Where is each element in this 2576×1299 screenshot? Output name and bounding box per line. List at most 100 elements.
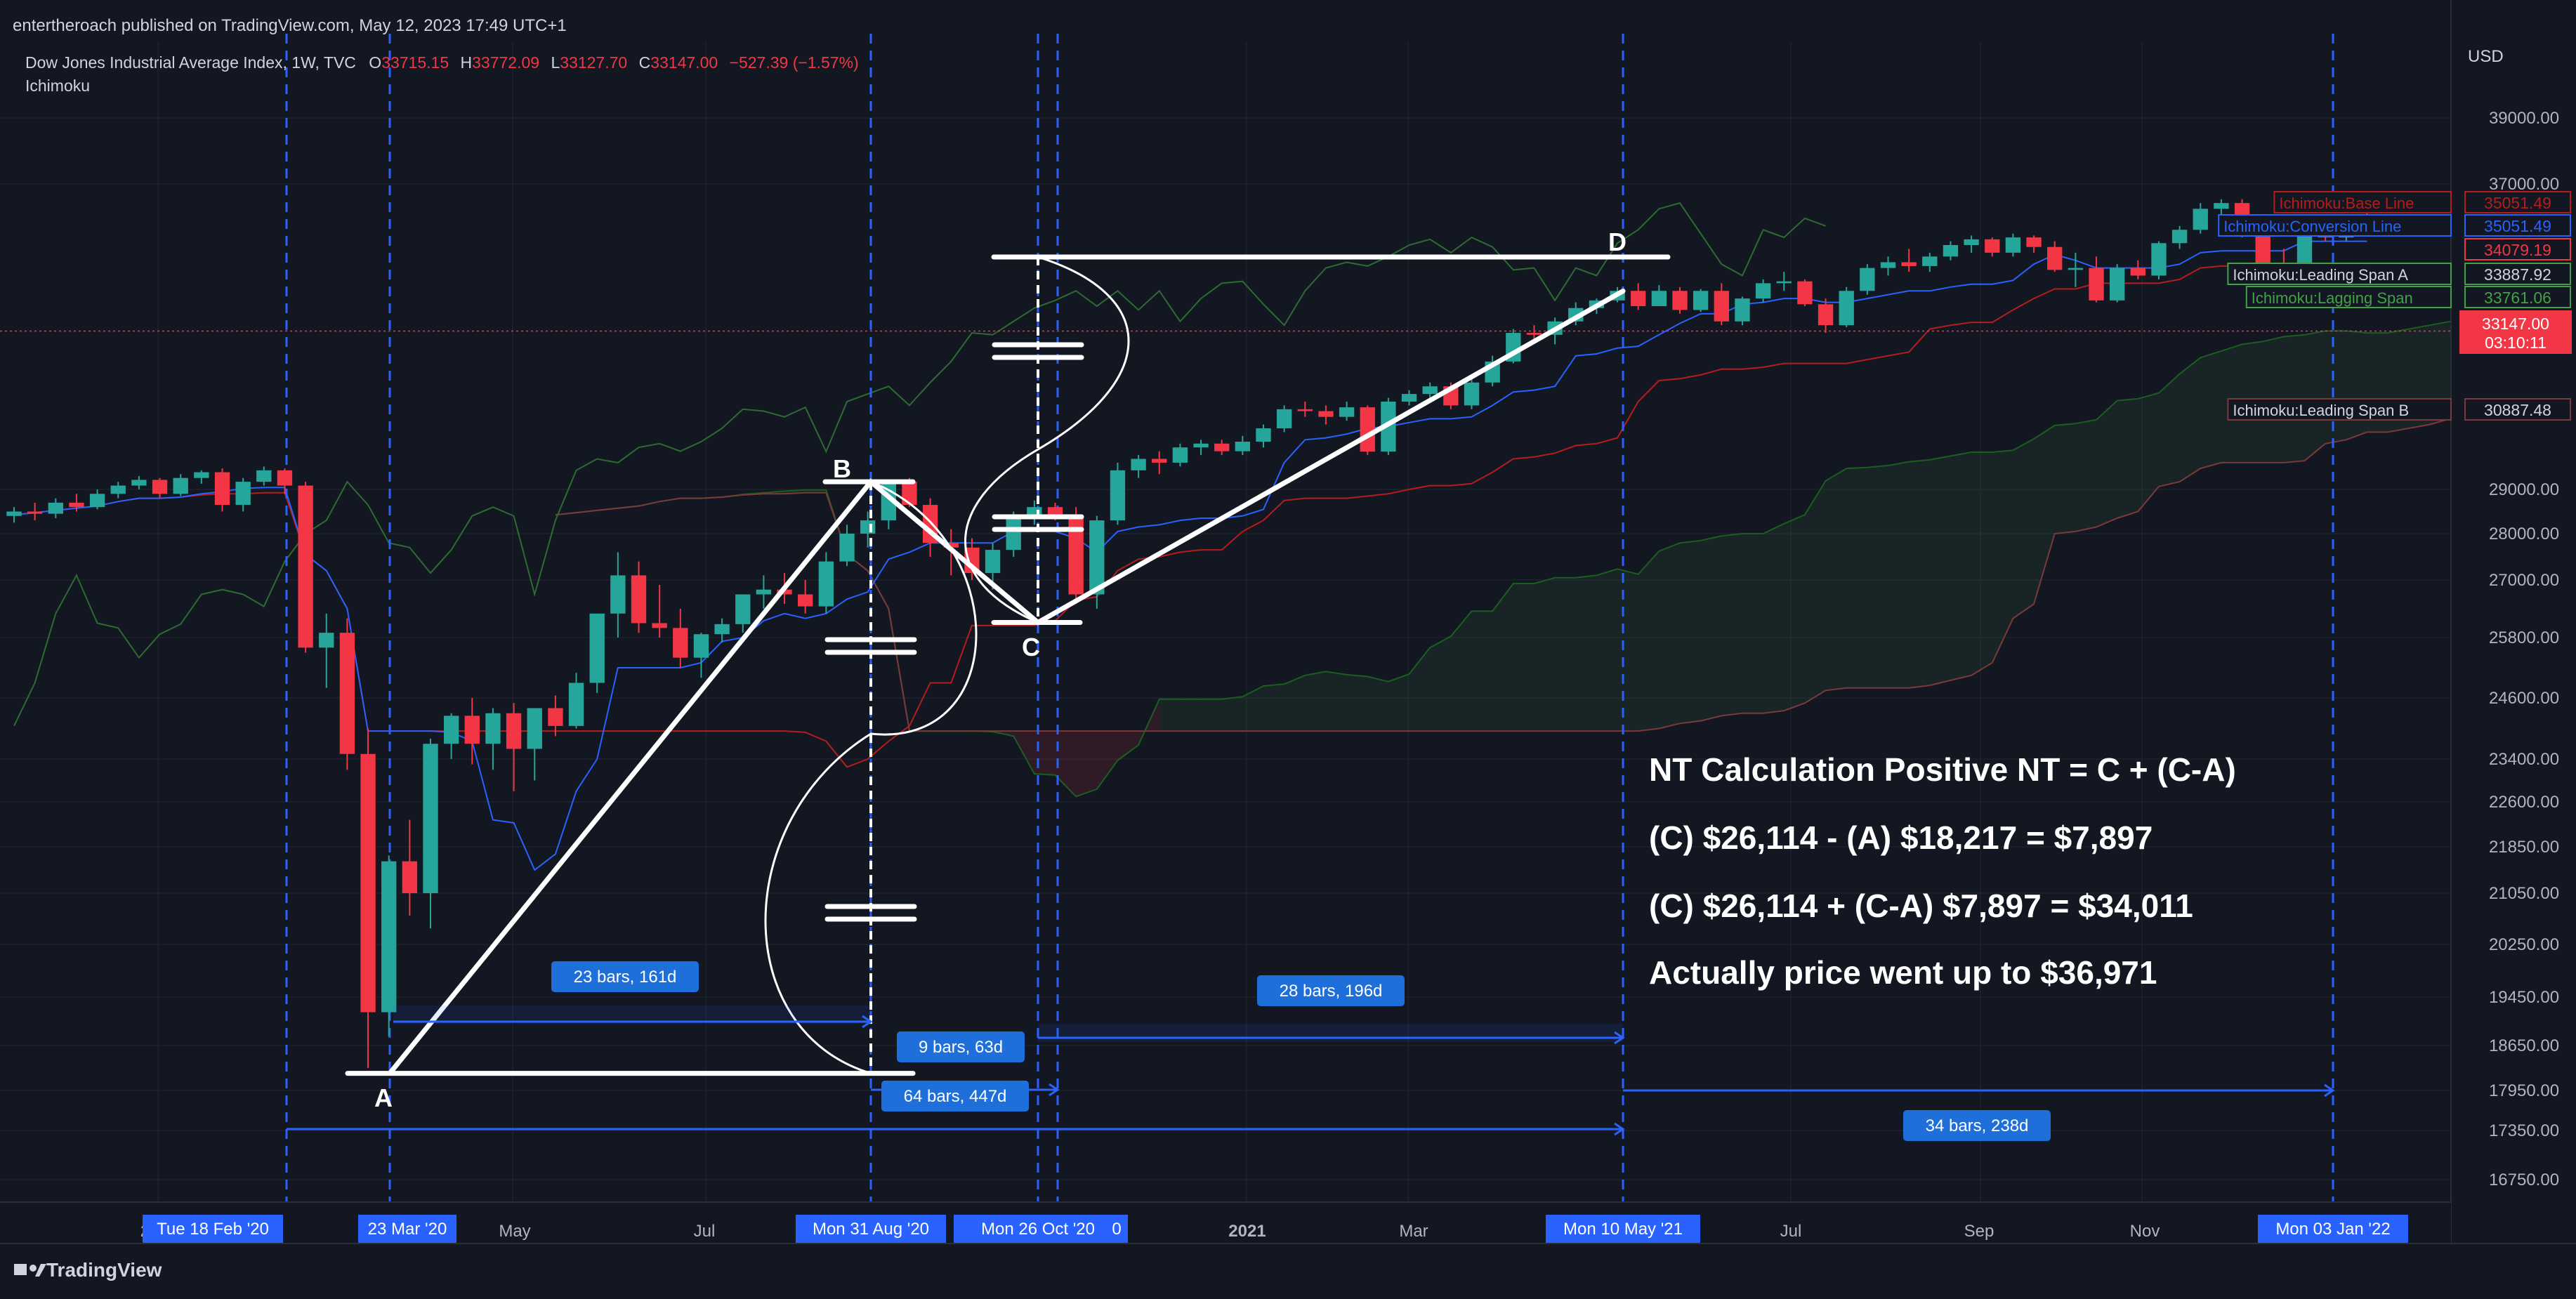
cloud-segment xyxy=(2117,398,2138,518)
cloud-segment xyxy=(2013,438,2035,619)
cloud-segment xyxy=(1284,675,1306,732)
indicator-price-labels: Ichimoku:Base Line 35051.49 Ichimoku:Conve… xyxy=(2218,191,2572,421)
candle xyxy=(2109,264,2125,303)
nt-calculation-note[interactable]: NT Calculation Positive NT = C + (C-A) (… xyxy=(1649,751,2236,991)
cloud-segment xyxy=(1513,583,1535,732)
cloud-segment xyxy=(1346,674,1368,732)
cloud-segment xyxy=(2158,374,2180,487)
candle xyxy=(381,855,397,1037)
cloud-segment xyxy=(1096,731,1118,789)
price-tick-8: 22600.00 xyxy=(2489,793,2559,812)
candle xyxy=(1693,289,1709,312)
candle xyxy=(1422,382,1438,398)
price-tick-15: 37000.00 xyxy=(2489,175,2559,194)
candle xyxy=(1964,235,1979,253)
price-tick-2: 17950.00 xyxy=(2489,1081,2559,1100)
svg-text:34079.19: 34079.19 xyxy=(2484,241,2551,259)
cloud-segment xyxy=(1804,480,1826,704)
time-marker-3: Mon 26 Oct '20 xyxy=(954,1215,1122,1243)
svg-text:Mon 31 Aug '20: Mon 31 Aug '20 xyxy=(813,1220,929,1239)
candle xyxy=(194,470,209,484)
svg-text:Mon 26 Oct '20: Mon 26 Oct '20 xyxy=(981,1220,1095,1239)
cloud-segment xyxy=(2179,357,2201,482)
candle xyxy=(1256,424,1271,448)
cloud-segment xyxy=(1721,534,1742,716)
currency-label: USD xyxy=(2468,47,2504,66)
cloud-segment xyxy=(1388,673,1409,732)
candle xyxy=(1860,264,1875,295)
time-marker-4: 0 xyxy=(1105,1215,1128,1243)
candle xyxy=(339,618,355,770)
cloud-segment xyxy=(1909,459,1930,688)
candle xyxy=(1880,256,1896,276)
candle xyxy=(1631,283,1646,310)
time-tick-2: Jul xyxy=(694,1222,716,1241)
candle xyxy=(673,609,688,668)
svg-text:33147.00: 33147.00 xyxy=(2482,315,2549,333)
candle xyxy=(402,819,418,916)
cloud-segment xyxy=(2138,393,2159,512)
candle xyxy=(173,474,188,496)
cycle-curve-1 xyxy=(764,480,978,1075)
legend-row[interactable]: Dow Jones Industrial Average Index, 1W, … xyxy=(25,53,859,72)
pattern-drawings[interactable] xyxy=(345,254,1671,1076)
candle xyxy=(214,468,230,512)
candle xyxy=(1735,296,1750,326)
candle xyxy=(131,475,147,489)
candle xyxy=(1985,237,2000,257)
indicator-label-3: Ichimoku:Leading Span A 33887.92 xyxy=(2227,263,2571,285)
candle xyxy=(1297,401,1313,417)
svg-text:Ichimoku:Leading Span B: Ichimoku:Leading Span B xyxy=(2233,402,2409,419)
candle xyxy=(1339,401,1355,421)
time-tick-3: 2021 xyxy=(1228,1222,1266,1241)
date-range-measures[interactable]: 23 bars, 161d 9 bars, 63d 64 bars, 447d 28 … xyxy=(287,961,2335,1141)
cloud-segment xyxy=(1471,611,1493,732)
candle xyxy=(1276,405,1292,433)
indicator-label-5: Ichimoku:Leading Span B 30887.48 xyxy=(2227,398,2571,421)
cloud-segment xyxy=(2325,331,2346,444)
indicator-legend[interactable]: Ichimoku xyxy=(25,77,90,95)
candle xyxy=(798,580,813,614)
time-marker-0: Tue 18 Feb '20 xyxy=(143,1215,283,1243)
candle xyxy=(256,466,272,486)
price-axis-ticks: 16750.00 17350.00 17950.00 18650.00 19450.00… xyxy=(2489,109,2559,1189)
svg-text:23 bars, 161d: 23 bars, 161d xyxy=(574,968,677,987)
candle xyxy=(235,477,251,512)
price-tick-13: 28000.00 xyxy=(2489,525,2559,543)
svg-text:Ichimoku:Conversion Line: Ichimoku:Conversion Line xyxy=(2223,218,2401,235)
cloud-segment xyxy=(1242,685,1263,732)
cloud-segment xyxy=(1305,671,1326,732)
svg-text:33761.06: 33761.06 xyxy=(2484,289,2551,307)
candle xyxy=(443,713,459,759)
range-label-28-bars: 28 bars, 196d xyxy=(1257,975,1405,1006)
candle xyxy=(1943,241,1959,261)
cloud-segment xyxy=(1034,731,1056,775)
cloud-segment xyxy=(1325,671,1347,732)
indicator-label-0: Ichimoku:Base Line 35051.49 xyxy=(2273,191,2571,213)
tradingview-logo-icon[interactable] xyxy=(14,1264,46,1277)
conversion-line xyxy=(13,240,2367,871)
symbol-legend: Dow Jones Industrial Average Index, 1W, … xyxy=(25,53,859,72)
cloud-segment xyxy=(1742,534,1763,713)
point-d-label: D xyxy=(1608,228,1627,256)
range-shade-cd xyxy=(1038,1024,1623,1042)
candle xyxy=(319,613,334,688)
range-arrow-total-head xyxy=(1614,1122,1625,1136)
price-tick-11: 25800.00 xyxy=(2489,628,2559,647)
range-label-64-bars: 64 bars, 447d xyxy=(881,1081,1029,1112)
candle xyxy=(714,618,730,643)
cloud-segment xyxy=(1180,699,1202,732)
price-tick-9: 23400.00 xyxy=(2489,750,2559,769)
candle xyxy=(527,708,542,781)
candle xyxy=(568,673,584,729)
cloud-segment xyxy=(2346,331,2367,440)
time-marker-1: 23 Mar '20 xyxy=(358,1215,456,1243)
time-marker-6: Mon 03 Jan '22 xyxy=(2258,1215,2408,1243)
point-a-label: A xyxy=(374,1083,393,1112)
published-by: entertheroach published on TradingView.c… xyxy=(13,16,567,35)
cloud-segment xyxy=(1867,466,1888,688)
footer-brand: TradingView xyxy=(46,1259,162,1281)
candle xyxy=(2026,235,2042,253)
candle xyxy=(2068,252,2084,287)
